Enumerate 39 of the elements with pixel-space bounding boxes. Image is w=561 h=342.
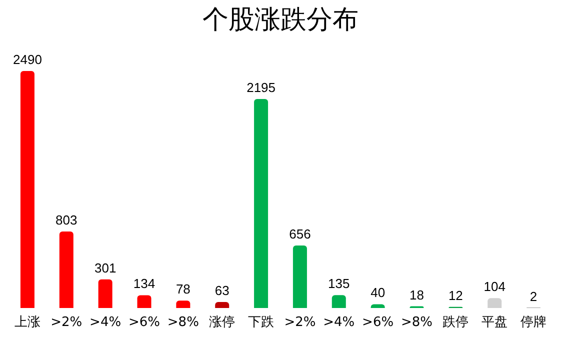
x-tick-label: >4% (90, 315, 122, 330)
x-tick-label: >8% (167, 315, 199, 330)
data-label: 2490 (13, 52, 42, 67)
x-tick-label: 跌停 (442, 315, 469, 330)
bar (488, 298, 502, 308)
x-tick-label: >2% (284, 315, 316, 330)
bar (20, 70, 34, 308)
x-tick-label: >2% (50, 315, 82, 330)
bar (98, 279, 112, 308)
x-tick-label: >8% (400, 315, 433, 330)
data-label: 63 (214, 283, 230, 298)
x-tick-label: 上涨 (14, 315, 40, 330)
bar (332, 295, 346, 308)
data-label: 104 (484, 279, 506, 294)
bar (59, 232, 74, 308)
x-tick-label: 涨停 (209, 315, 236, 330)
data-label: 2 (530, 288, 538, 304)
bar (137, 295, 152, 308)
data-label: 135 (328, 276, 350, 292)
bar (292, 246, 307, 308)
data-label: 656 (289, 226, 311, 242)
data-label: 12 (448, 288, 463, 303)
chart-title: 个股涨跌分布 (202, 5, 358, 35)
bar (176, 300, 190, 308)
bar (254, 99, 268, 308)
x-tick-label: 平盘 (482, 315, 508, 330)
data-label: 18 (410, 287, 424, 302)
data-label: 134 (133, 276, 156, 292)
data-label: 2195 (246, 80, 276, 96)
data-label: 803 (56, 212, 78, 228)
bar (215, 302, 230, 308)
data-label: 78 (176, 282, 190, 297)
x-tick-label: >6% (362, 315, 394, 330)
data-label: 40 (370, 285, 386, 300)
x-tick-label: >6% (128, 315, 160, 330)
x-tick-label: >4% (323, 315, 355, 330)
data-label: 301 (94, 260, 116, 276)
x-tick-label: 下跌 (248, 315, 274, 330)
x-tick-label: 停牌 (520, 315, 547, 330)
